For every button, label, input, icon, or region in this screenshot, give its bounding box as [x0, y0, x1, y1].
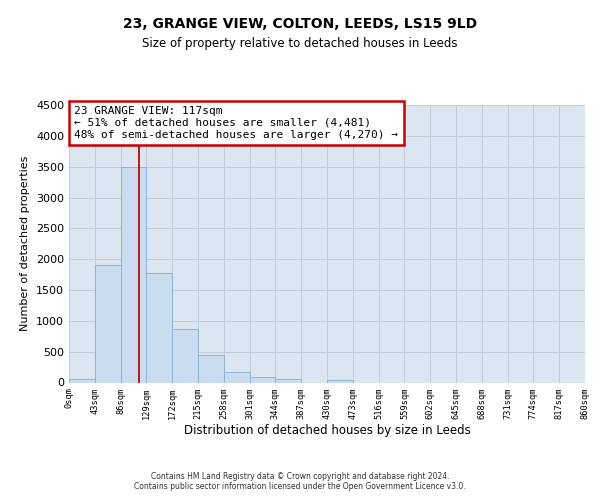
Bar — [275, 380, 301, 382]
Text: 23 GRANGE VIEW: 117sqm
← 51% of detached houses are smaller (4,481)
48% of semi-: 23 GRANGE VIEW: 117sqm ← 51% of detached… — [74, 106, 398, 140]
Y-axis label: Number of detached properties: Number of detached properties — [20, 156, 31, 332]
X-axis label: Distribution of detached houses by size in Leeds: Distribution of detached houses by size … — [184, 424, 470, 438]
Text: Contains public sector information licensed under the Open Government Licence v3: Contains public sector information licen… — [134, 482, 466, 491]
Bar — [69, 380, 95, 382]
Bar — [95, 266, 121, 382]
Text: 23, GRANGE VIEW, COLTON, LEEDS, LS15 9LD: 23, GRANGE VIEW, COLTON, LEEDS, LS15 9LD — [123, 18, 477, 32]
Bar — [172, 330, 198, 382]
Bar — [198, 355, 224, 382]
Bar — [250, 377, 275, 382]
Text: Contains HM Land Registry data © Crown copyright and database right 2024.: Contains HM Land Registry data © Crown c… — [151, 472, 449, 481]
Bar — [224, 372, 250, 382]
Bar — [146, 272, 172, 382]
Bar — [121, 166, 146, 382]
Bar — [327, 380, 353, 382]
Text: Size of property relative to detached houses in Leeds: Size of property relative to detached ho… — [142, 38, 458, 51]
